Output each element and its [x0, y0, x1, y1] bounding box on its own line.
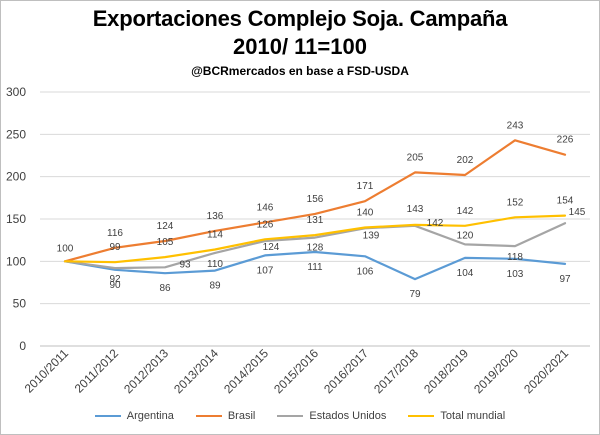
y-tick-label-150: 150 [6, 212, 26, 226]
y-tick-label-100: 100 [6, 254, 26, 268]
legend-label-total-mundial: Total mundial [440, 410, 506, 422]
series-line-brasil [63, 139, 567, 263]
data-label-argentina-2: 86 [159, 283, 171, 294]
data-label-brasil-3: 136 [207, 211, 224, 222]
data-label-estados-unidos-10: 145 [569, 207, 586, 218]
legend-swatch-brasil [195, 415, 222, 417]
data-label-brasil-10: 226 [557, 135, 574, 146]
y-tick-label-250: 250 [6, 127, 26, 141]
legend-item-total-mundial: Total mundial [408, 410, 505, 422]
data-label-argentina-1: 90 [109, 280, 121, 291]
data-label-estados-unidos-6: 139 [363, 230, 380, 241]
x-tick-label-2019/2020: 2019/2020 [471, 346, 521, 396]
data-label-estados-unidos-4: 124 [263, 242, 280, 253]
data-label-estados-unidos-7: 142 [427, 218, 444, 229]
x-tick-label-2018/2019: 2018/2019 [421, 346, 471, 396]
x-tick-label-2012/2013: 2012/2013 [121, 346, 171, 396]
data-label-total-mundial-2: 105 [157, 237, 174, 248]
data-label-argentina-9: 103 [507, 269, 524, 280]
data-label-argentina-5: 111 [307, 262, 323, 273]
y-tick-label-50: 50 [13, 297, 27, 311]
data-label-total-mundial-10: 154 [557, 196, 574, 207]
chart-subtitle: @BCRmercados en base a FSD-USDA [191, 64, 409, 78]
y-tick-label-0: 0 [19, 339, 26, 353]
x-tick-label-2020/2021: 2020/2021 [521, 346, 571, 396]
legend-item-estados-unidos: Estados Unidos [277, 410, 386, 422]
x-tick-label-2011/2012: 2011/2012 [72, 346, 122, 396]
data-label-brasil-6: 171 [357, 181, 374, 192]
data-label-total-mundial-6: 140 [357, 207, 374, 218]
x-tick-label-2017/2018: 2017/2018 [371, 346, 421, 396]
x-tick-label-2016/2017: 2016/2017 [321, 346, 371, 396]
legend-item-argentina: Argentina [94, 410, 174, 422]
data-label-estados-unidos-9: 118 [507, 252, 523, 263]
data-label-estados-unidos-8: 120 [457, 230, 474, 241]
y-tick-label-200: 200 [6, 170, 26, 184]
data-label-brasil-1: 116 [107, 228, 123, 239]
data-label-total-mundial-4: 126 [257, 219, 274, 230]
data-label-argentina-0: 100 [57, 243, 74, 254]
legend-item-brasil: Brasil [195, 410, 256, 422]
data-label-argentina-8: 104 [457, 268, 474, 279]
data-label-estados-unidos-5: 128 [307, 243, 324, 254]
y-tick-label-300: 300 [6, 85, 26, 99]
x-tick-label-2014/2015: 2014/2015 [221, 346, 271, 396]
data-label-argentina-3: 89 [209, 281, 221, 292]
series-line-estados-unidos [63, 222, 567, 270]
legend-swatch-estados-unidos [277, 415, 304, 417]
data-label-total-mundial-9: 152 [507, 197, 524, 208]
legend-label-estados-unidos: Estados Unidos [309, 410, 387, 422]
x-tick-label-2015/2016: 2015/2016 [271, 346, 321, 396]
data-label-argentina-6: 106 [357, 266, 374, 277]
chart-title: Exportaciones Complejo Soja. Campaña [92, 6, 508, 31]
series-line-total-mundial [63, 214, 567, 264]
data-label-total-mundial-5: 131 [307, 215, 324, 226]
x-tick-label-2013/2014: 2013/2014 [171, 346, 221, 396]
series-line-argentina [63, 250, 567, 281]
chart-title-line2: 2010/ 11=100 [233, 34, 367, 59]
legend-label-brasil: Brasil [227, 410, 256, 422]
data-label-argentina-10: 97 [559, 274, 571, 285]
data-label-estados-unidos-1: 92 [109, 274, 121, 285]
x-tick-label-2010/2011: 2010/2011 [22, 346, 72, 396]
legend-swatch-total-mundial [408, 415, 435, 417]
data-label-brasil-4: 146 [257, 202, 274, 213]
data-label-argentina-7: 79 [409, 289, 421, 300]
legend: Argentina Brasil Estados Unidos Total mu… [0, 410, 600, 422]
data-label-total-mundial-1: 99 [109, 242, 121, 253]
legend-swatch-argentina [94, 415, 121, 417]
data-label-brasil-8: 202 [457, 155, 474, 166]
data-label-brasil-9: 243 [507, 120, 524, 131]
data-label-total-mundial-8: 142 [457, 206, 474, 217]
data-label-brasil-2: 124 [157, 221, 174, 232]
data-label-total-mundial-7: 143 [407, 204, 424, 215]
data-label-estados-unidos-2: 93 [179, 259, 191, 270]
data-label-total-mundial-3: 114 [207, 229, 223, 240]
data-label-argentina-4: 107 [257, 265, 274, 276]
data-label-brasil-5: 156 [307, 194, 324, 205]
data-label-estados-unidos-3: 110 [207, 259, 223, 270]
data-label-brasil-7: 205 [407, 152, 424, 163]
legend-label-argentina: Argentina [126, 410, 174, 422]
